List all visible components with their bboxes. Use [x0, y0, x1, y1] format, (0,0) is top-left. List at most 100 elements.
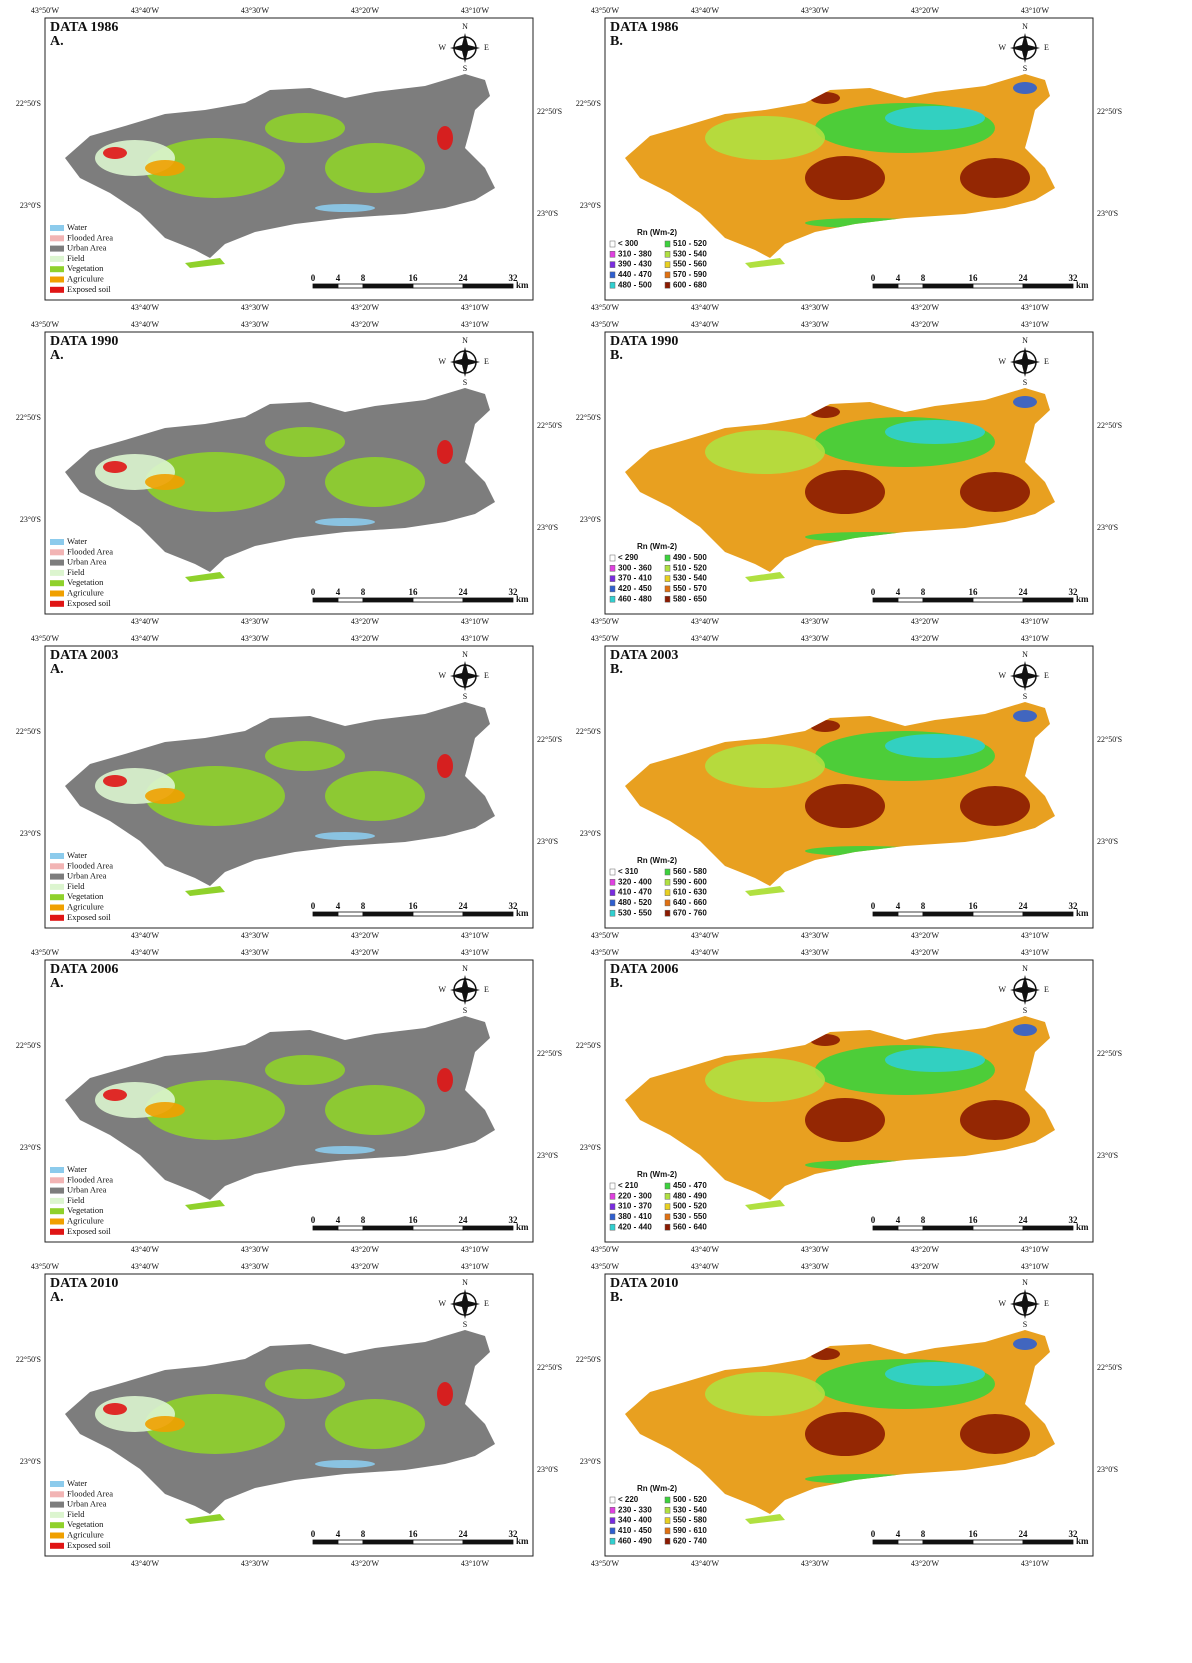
legend-label: Agriculure [67, 1215, 104, 1225]
legend-swatch [50, 539, 64, 545]
lon-label: 43°10'W [461, 6, 490, 15]
panel-label: A. [50, 1290, 64, 1305]
land-patch [805, 1098, 885, 1142]
legend-swatch [50, 1208, 64, 1214]
scale-segment [413, 1226, 463, 1230]
scale-label: 16 [969, 273, 979, 283]
lon-label: 43°10'W [461, 931, 490, 940]
legend-swatch [50, 549, 64, 555]
compass-north: N [462, 650, 468, 659]
legend-label: 590 - 610 [673, 1526, 707, 1535]
lon-label: 43°10'W [461, 1245, 490, 1254]
legend-label: 530 - 550 [673, 1212, 707, 1221]
legend-label: Water [67, 850, 87, 860]
land-patch [325, 1399, 425, 1449]
compass-north: N [1022, 22, 1028, 31]
legend-swatch [665, 596, 670, 602]
land-patch [103, 1089, 127, 1101]
legend-swatch [610, 869, 615, 875]
legend-label: 620 - 740 [673, 1536, 707, 1545]
legend-label: Vegetation [67, 577, 104, 587]
legend-swatch [50, 1522, 64, 1528]
legend-label: Agriculure [67, 901, 104, 911]
land-patch [325, 143, 425, 193]
scale-segment [413, 912, 463, 916]
scale-label: 24 [1019, 1215, 1029, 1225]
legend-swatch [665, 1204, 670, 1210]
map-panel: DATA 2006B.NSWERn (Wm-2)< 210220 - 30031… [576, 948, 1122, 1254]
lon-label: 43°30'W [801, 6, 830, 15]
lon-label: 43°50'W [31, 6, 60, 15]
lon-label: 43°40'W [131, 1245, 160, 1254]
scale-label: 8 [361, 273, 366, 283]
scale-segment [873, 1540, 898, 1544]
compass-north: N [462, 336, 468, 345]
legend-label: Agriculure [67, 273, 104, 283]
compass-south: S [1023, 692, 1027, 701]
legend-label: 310 - 370 [618, 1202, 652, 1211]
scale-label: 8 [921, 587, 926, 597]
legend-swatch [665, 555, 670, 561]
lon-label: 43°10'W [461, 617, 490, 626]
legend-label: 420 - 450 [618, 584, 652, 593]
compass-north: N [462, 1278, 468, 1287]
legend-label: 230 - 330 [618, 1505, 652, 1514]
lat-label: 22°50'S [576, 413, 601, 422]
legend-label: 450 - 470 [673, 1181, 707, 1190]
scale-segment [873, 1226, 898, 1230]
legend-swatch [665, 1214, 670, 1220]
compass-south: S [1023, 1320, 1027, 1329]
lat-label: 22°50'S [1097, 107, 1122, 116]
legend-label: Urban Area [67, 1185, 107, 1195]
lon-label: 43°20'W [351, 1262, 380, 1271]
legend-label: < 300 [618, 239, 639, 248]
scale-segment [363, 284, 413, 288]
legend-swatch [50, 256, 64, 262]
land-patch [265, 427, 345, 457]
lon-label: 43°30'W [241, 617, 270, 626]
legend-swatch [50, 570, 64, 576]
legend-swatch [665, 272, 670, 278]
legend-swatch [610, 1193, 615, 1199]
lon-label: 43°30'W [241, 634, 270, 643]
compass-south: S [1023, 378, 1027, 387]
lon-label: 43°30'W [241, 303, 270, 312]
land-patch [315, 832, 375, 840]
lon-label: 43°20'W [911, 6, 940, 15]
lon-label: 43°50'W [591, 6, 620, 15]
legend-label: 560 - 640 [673, 1222, 707, 1231]
lat-label: 22°50'S [537, 1363, 562, 1372]
legend-title: Rn (Wm-2) [637, 856, 677, 865]
compass-west: W [998, 671, 1006, 680]
lat-label: 23°0'S [20, 201, 41, 210]
scale-segment [313, 1226, 338, 1230]
legend-swatch [50, 863, 64, 869]
scale-segment [873, 912, 898, 916]
legend-label: 530 - 540 [673, 1505, 707, 1514]
legend-swatch [610, 1507, 615, 1513]
legend-swatch [50, 1533, 64, 1539]
scale-unit: km [516, 908, 529, 918]
legend-swatch [665, 879, 670, 885]
legend-swatch [665, 586, 670, 592]
legend-swatch [50, 874, 64, 880]
legend-swatch [50, 1219, 64, 1225]
land-patch [885, 420, 985, 444]
scale-segment [413, 1540, 463, 1544]
land-patch [145, 1102, 185, 1118]
legend-swatch [50, 266, 64, 272]
land-patch [885, 1362, 985, 1386]
scale-segment [898, 284, 923, 288]
lat-label: 23°0'S [1097, 1465, 1118, 1474]
legend-swatch [665, 900, 670, 906]
legend-swatch [50, 1512, 64, 1518]
scale-label: 8 [921, 1215, 926, 1225]
lon-label: 43°20'W [351, 303, 380, 312]
lon-label: 43°40'W [691, 6, 720, 15]
legend-swatch [665, 1528, 670, 1534]
scale-segment [313, 912, 338, 916]
lon-label: 43°40'W [691, 634, 720, 643]
scale-segment [923, 1226, 973, 1230]
legend-label: 550 - 580 [673, 1516, 707, 1525]
